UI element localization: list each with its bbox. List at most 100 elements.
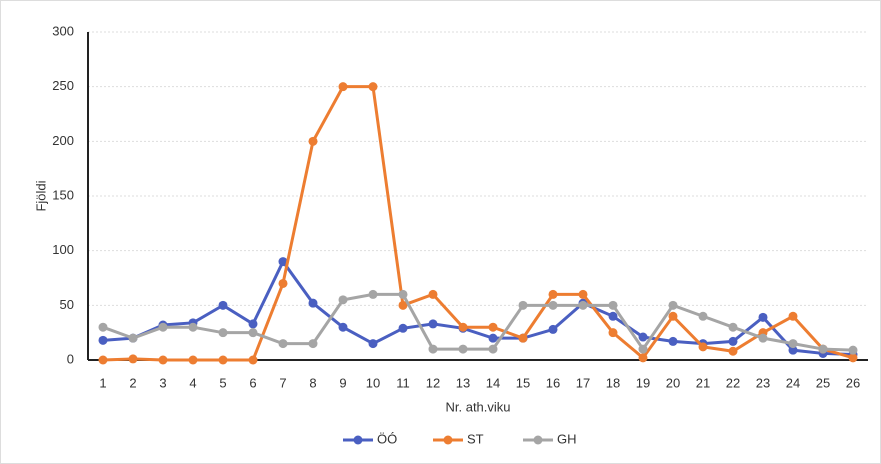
data-point	[788, 339, 798, 349]
x-tick-label: 23	[756, 375, 770, 390]
series-line	[102, 258, 854, 357]
data-point	[458, 322, 468, 332]
data-point	[818, 344, 828, 354]
data-point	[248, 355, 258, 365]
legend-label: ST	[467, 431, 484, 446]
data-point	[158, 322, 168, 332]
data-point	[518, 333, 528, 343]
x-tick-label: 11	[396, 375, 410, 390]
y-tick-label: 250	[52, 78, 74, 93]
x-tick-label: 7	[279, 375, 286, 390]
data-point	[638, 332, 648, 342]
y-tick-label: 0	[67, 351, 74, 366]
data-point	[218, 300, 228, 310]
data-point	[428, 289, 438, 299]
legend-marker	[533, 435, 543, 445]
data-point	[548, 324, 558, 334]
data-point	[698, 342, 708, 352]
series-line	[102, 85, 854, 362]
data-point	[518, 300, 528, 310]
x-tick-label: 20	[666, 375, 680, 390]
data-point	[368, 82, 378, 92]
data-point	[428, 344, 438, 354]
x-tick-label: 8	[309, 375, 316, 390]
data-point	[218, 355, 228, 365]
x-axis-label: Nr. ath.viku	[445, 399, 510, 414]
x-tick-label: 3	[159, 375, 166, 390]
data-point	[548, 289, 558, 299]
data-point	[398, 300, 408, 310]
x-tick-label: 19	[636, 375, 650, 390]
data-point	[608, 328, 618, 338]
data-point	[488, 322, 498, 332]
y-axis-label: Fjöldi	[33, 180, 48, 211]
data-point	[458, 344, 468, 354]
x-tick-label: 4	[189, 375, 196, 390]
x-tick-label: 24	[786, 375, 800, 390]
data-point	[728, 322, 738, 332]
data-point	[158, 355, 168, 365]
data-point	[368, 289, 378, 299]
data-point	[98, 355, 108, 365]
data-point	[548, 300, 558, 310]
data-point	[668, 311, 678, 321]
data-point	[728, 336, 738, 346]
data-point	[728, 346, 738, 356]
x-tick-label: 14	[486, 375, 500, 390]
data-point	[488, 333, 498, 343]
data-point	[128, 354, 138, 364]
legend-marker	[353, 435, 363, 445]
data-point	[698, 311, 708, 321]
data-point	[578, 289, 588, 299]
data-point	[308, 298, 318, 308]
x-tick-label: 16	[546, 375, 560, 390]
x-tick-label: 22	[726, 375, 740, 390]
data-point	[278, 257, 288, 267]
data-point	[98, 322, 108, 332]
data-point	[638, 344, 648, 354]
x-tick-label: 13	[456, 375, 470, 390]
x-tick-label: 26	[846, 375, 860, 390]
x-tick-label: 2	[129, 375, 136, 390]
x-tick-label: 15	[516, 375, 530, 390]
x-tick-label: 17	[576, 375, 590, 390]
y-tick-label: 200	[52, 133, 74, 148]
x-tick-label: 12	[426, 375, 440, 390]
data-point	[668, 336, 678, 346]
y-tick-label: 100	[52, 242, 74, 257]
data-point	[848, 353, 858, 363]
data-point	[248, 328, 258, 338]
data-point	[188, 355, 198, 365]
data-point	[608, 311, 618, 321]
y-tick-label: 50	[60, 297, 74, 312]
data-point	[788, 345, 798, 355]
data-point	[758, 312, 768, 322]
y-tick-label: 300	[52, 23, 74, 38]
data-point	[338, 322, 348, 332]
x-tick-label: 6	[249, 375, 256, 390]
x-tick-label: 18	[606, 375, 620, 390]
data-point	[578, 300, 588, 310]
data-point	[338, 82, 348, 92]
data-point	[428, 319, 438, 329]
data-point	[848, 345, 858, 355]
x-tick-label: 5	[219, 375, 226, 390]
series-line	[102, 292, 854, 352]
data-point	[608, 300, 618, 310]
x-tick-label: 10	[366, 375, 380, 390]
data-point	[488, 344, 498, 354]
data-point	[98, 335, 108, 345]
data-point	[278, 278, 288, 288]
legend-marker	[443, 435, 453, 445]
x-tick-label: 9	[339, 375, 346, 390]
data-point	[668, 300, 678, 310]
data-point	[308, 136, 318, 146]
data-point	[188, 322, 198, 332]
data-point	[218, 328, 228, 338]
data-point	[398, 323, 408, 333]
data-point	[758, 333, 768, 343]
legend-label: GH	[557, 431, 577, 446]
